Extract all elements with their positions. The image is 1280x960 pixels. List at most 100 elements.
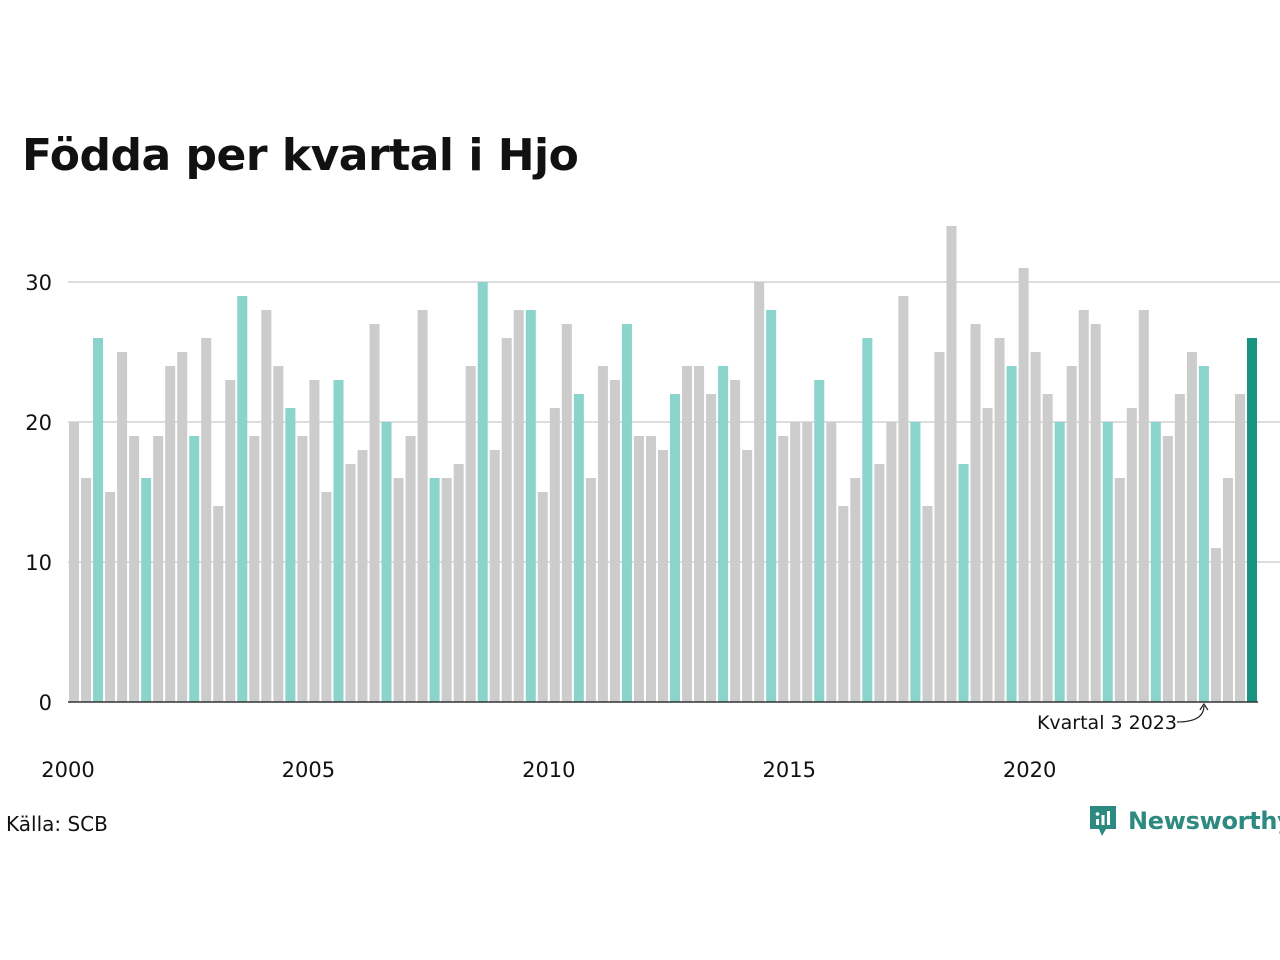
bar: [189, 436, 200, 702]
bar: [958, 464, 969, 702]
bar: [117, 352, 128, 702]
y-tick-label: 20: [25, 411, 52, 435]
bar: [153, 436, 164, 702]
bar: [706, 394, 717, 702]
bar: [1186, 352, 1197, 702]
bar: [754, 282, 765, 702]
bar: [429, 478, 440, 702]
bar: [1150, 422, 1161, 702]
bar: [261, 310, 272, 702]
bar: [814, 380, 825, 702]
bar: [862, 338, 873, 702]
annotation-arrowhead: [1199, 702, 1209, 711]
bar: [1246, 338, 1257, 702]
bar: [1018, 268, 1029, 702]
y-tick-label: 10: [25, 551, 52, 575]
bar: [477, 282, 488, 702]
bar: [81, 478, 92, 702]
labels-layer: 0 10 20 30 2000 2005 2010 2015 2020 Kvartal 3 202…: [25, 271, 1209, 782]
source-label: Källa: SCB: [6, 812, 108, 836]
bar: [165, 366, 176, 702]
bar: [910, 422, 921, 702]
bar: [501, 338, 512, 702]
bar-chart: 0 10 20 30 2000 2005 2010 2015 2020 Kvartal 3 202…: [25, 226, 1280, 782]
bar: [790, 422, 801, 702]
bar: [1126, 408, 1137, 702]
bar: [549, 408, 560, 702]
bar: [393, 478, 404, 702]
bar: [561, 324, 572, 702]
bar: [93, 338, 104, 702]
bar: [970, 324, 981, 702]
bar: [1090, 324, 1101, 702]
bar: [766, 310, 777, 702]
x-tick-label: 2015: [762, 758, 815, 782]
bar: [1222, 478, 1233, 702]
bar: [657, 450, 669, 702]
x-tick-label: 2005: [282, 758, 335, 782]
bar: [129, 436, 140, 702]
bar: [934, 352, 945, 702]
bar: [1174, 394, 1185, 702]
bar: [249, 436, 260, 702]
bar: [381, 422, 392, 702]
bar: [537, 492, 548, 702]
bar: [1234, 394, 1245, 702]
bar: [718, 366, 729, 702]
bar: [1210, 548, 1221, 702]
bar: [345, 464, 356, 702]
bar: [237, 296, 248, 702]
bar: [441, 478, 452, 702]
bar: [1030, 352, 1041, 702]
bar: [405, 436, 416, 702]
brand-logo: Newsworthy: [1088, 804, 1280, 838]
bar: [874, 464, 885, 702]
bar: [273, 366, 284, 702]
bar: [309, 380, 320, 702]
bar: [369, 324, 380, 702]
bar: [141, 478, 152, 702]
bar: [1078, 310, 1089, 702]
bar: [1042, 394, 1053, 702]
bar: [513, 310, 524, 702]
bar: [69, 422, 80, 702]
bar: [838, 506, 849, 702]
bar: [922, 506, 933, 702]
bar: [682, 366, 693, 702]
y-tick-label: 30: [25, 271, 52, 295]
bar: [886, 422, 897, 702]
bar: [850, 478, 861, 702]
x-tick-label: 2000: [41, 758, 94, 782]
bar: [453, 464, 464, 702]
bar: [946, 226, 957, 702]
bar: [982, 408, 993, 702]
bar: [417, 310, 428, 702]
bar: [609, 380, 620, 702]
bar: [525, 310, 536, 702]
bar: [105, 492, 116, 702]
bar: [225, 380, 236, 702]
bar: [333, 380, 344, 702]
bar: [1054, 422, 1065, 702]
bar: [1138, 310, 1149, 702]
bar: [826, 422, 837, 702]
bar: [573, 394, 584, 702]
chart-title: Födda per kvartal i Hjo: [22, 130, 579, 181]
annotation-arrow: [1176, 705, 1205, 723]
bar: [730, 380, 741, 702]
bar: [297, 436, 308, 702]
bar: [357, 450, 368, 702]
bars-layer: [69, 226, 1257, 702]
bar: [694, 366, 705, 702]
bar: [597, 366, 608, 702]
bar: [621, 324, 632, 702]
bar: [585, 478, 596, 702]
bar: [1006, 366, 1017, 702]
x-tick-label: 2010: [522, 758, 575, 782]
bar: [633, 436, 644, 702]
bar: [778, 436, 789, 702]
bar: [1102, 422, 1113, 702]
bar: [1114, 478, 1125, 702]
bar: [201, 338, 212, 702]
bar: [670, 394, 681, 702]
